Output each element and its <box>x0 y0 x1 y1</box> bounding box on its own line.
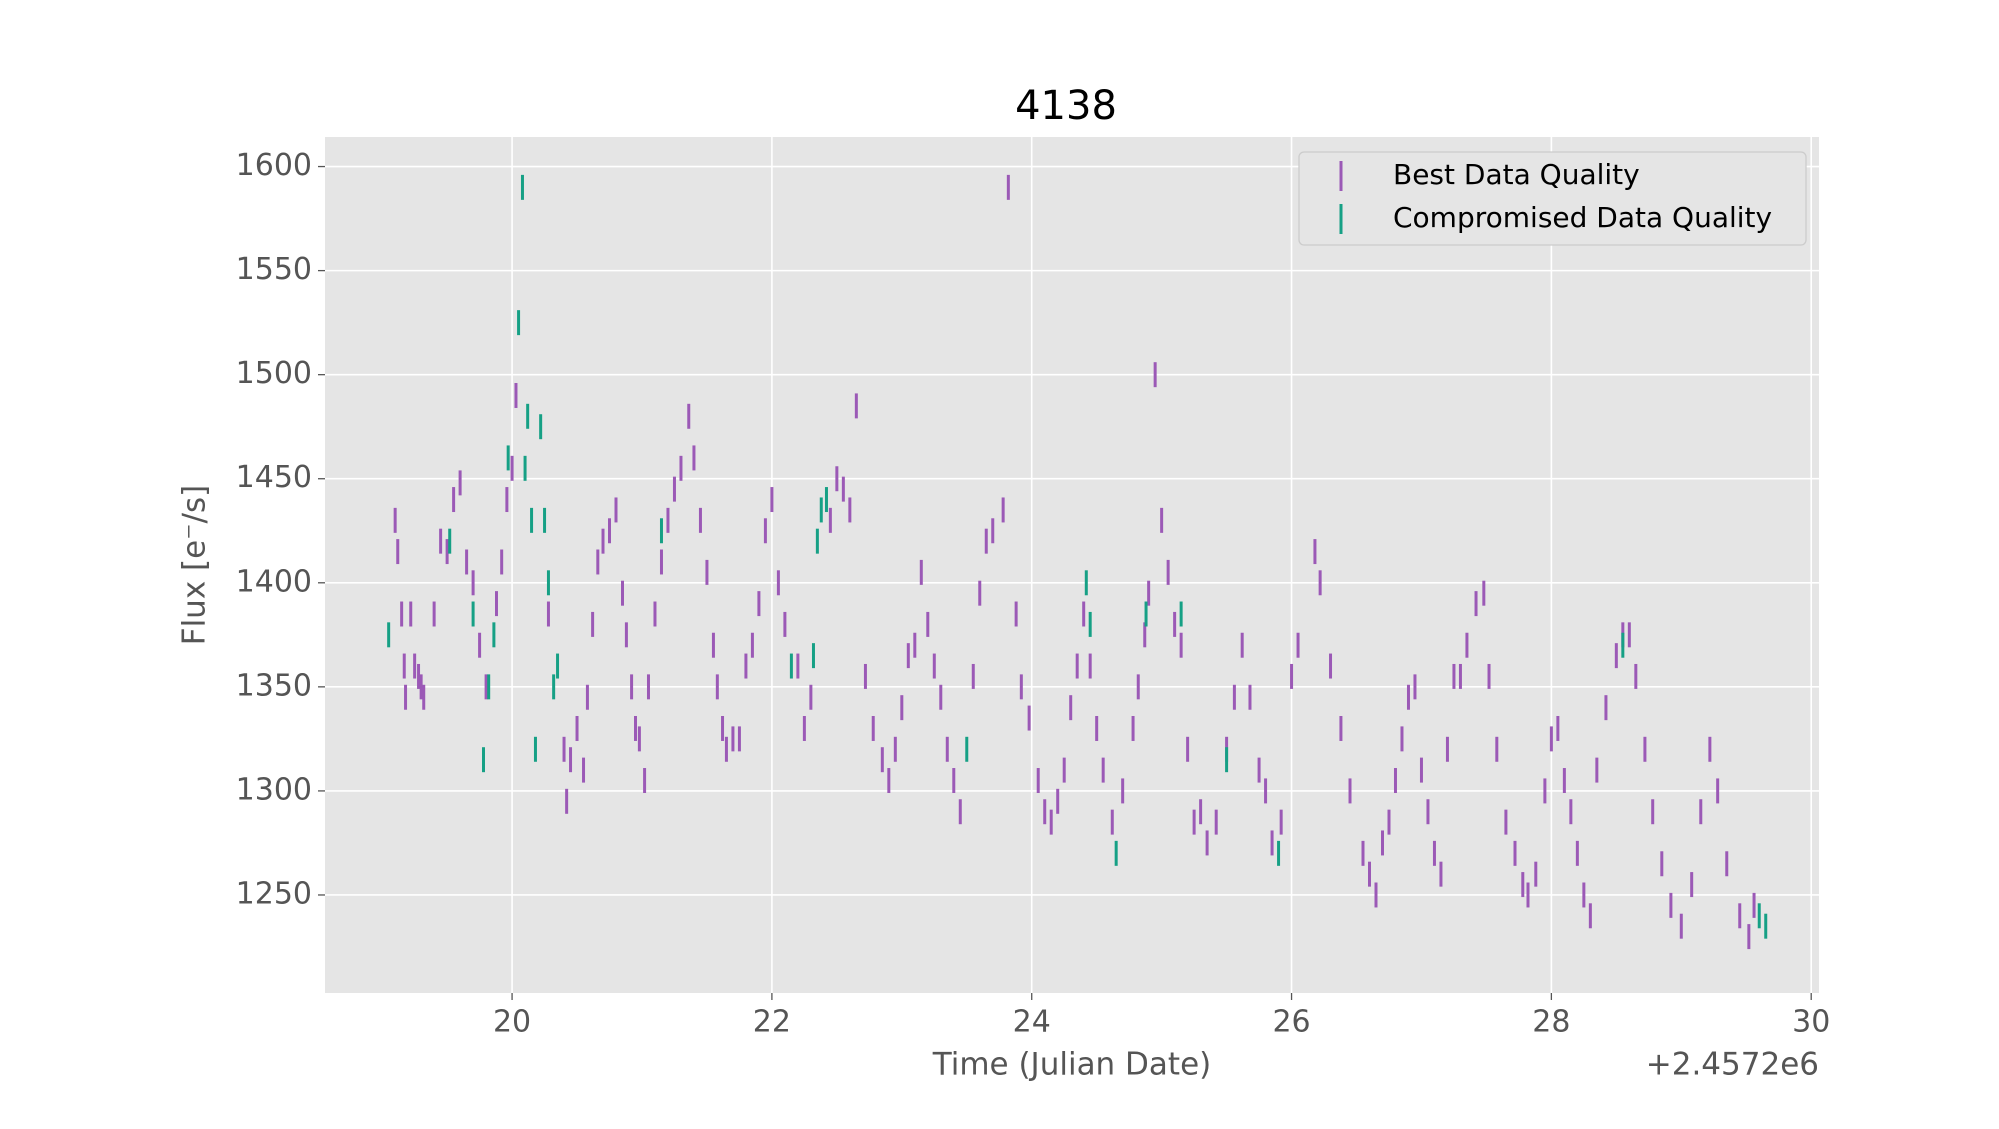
x-tick-label: 20 <box>493 1005 531 1040</box>
y-tick-label: 1550 <box>236 252 312 287</box>
x-tick-label: 24 <box>1013 1005 1051 1040</box>
x-offset-label: +2.4572e6 <box>1646 1047 1819 1083</box>
y-tick-label: 1500 <box>236 356 312 391</box>
plot-area <box>325 137 1819 993</box>
x-tick-label: 28 <box>1532 1005 1570 1040</box>
x-tick-label: 26 <box>1272 1005 1310 1040</box>
chart-title: 4138 <box>1015 83 1117 129</box>
legend-label: Best Data Quality <box>1393 158 1640 191</box>
y-tick-label: 1350 <box>236 668 312 703</box>
y-tick-label: 1300 <box>236 772 312 807</box>
x-tick-label: 30 <box>1792 1005 1830 1040</box>
legend-label: Compromised Data Quality <box>1393 201 1772 234</box>
y-tick-label: 1450 <box>236 460 312 495</box>
marks <box>387 174 1768 950</box>
y-tick-label: 1400 <box>236 564 312 599</box>
y-axis-label: Flux [e⁻/s] <box>177 485 213 646</box>
x-axis-label: Time (Julian Date) <box>932 1047 1212 1083</box>
y-tick-label: 1250 <box>236 876 312 911</box>
legend-box <box>1298 151 1807 246</box>
x-tick-label: 22 <box>753 1005 791 1040</box>
y-tick-label: 1600 <box>236 148 312 183</box>
legend: Best Data Quality Compromised Data Qualit… <box>1298 151 1807 246</box>
